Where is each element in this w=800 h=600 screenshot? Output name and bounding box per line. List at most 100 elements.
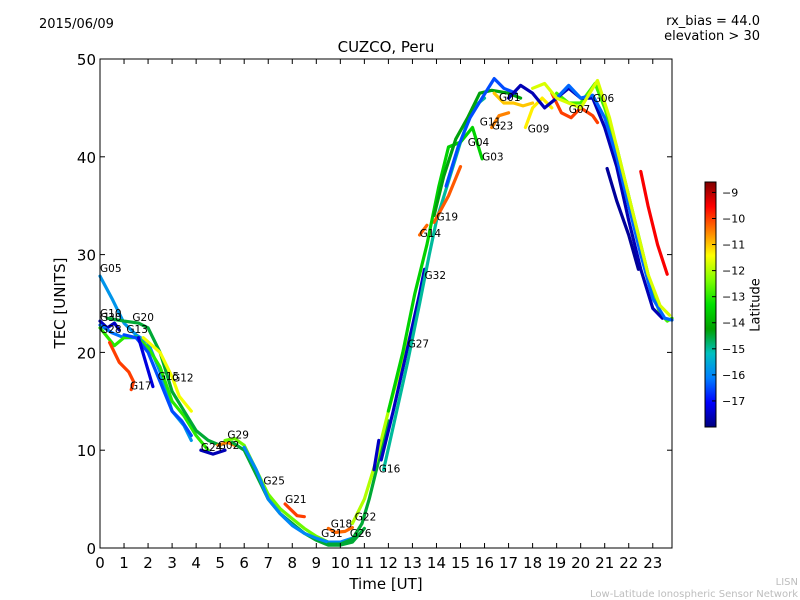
y-tick-label: 50 <box>77 51 96 69</box>
prn-label-G03: G03 <box>482 152 504 164</box>
series-G32 <box>382 96 487 472</box>
series-G12 <box>141 336 193 413</box>
colorbar-tick-label: −17 <box>722 395 745 408</box>
series-layer <box>98 77 674 547</box>
prn-label-G01: G01 <box>499 92 521 104</box>
x-axis-label: Time [UT] <box>349 575 423 593</box>
prn-label-G16: G16 <box>379 464 401 476</box>
x-tick-label: 13 <box>403 554 422 572</box>
x-ticks: 0 1 2 3 4 5 6 7 8 9 10 11 12 13 14 15 16 17 18 19 20 21 22 23 <box>95 59 662 572</box>
x-tick-label: 15 <box>451 554 470 572</box>
series-G01 <box>492 91 535 108</box>
series-G17 <box>108 341 136 392</box>
series-G22 <box>350 326 414 526</box>
x-tick-label: 12 <box>379 554 398 572</box>
series-G13 <box>122 333 193 438</box>
series-G35 <box>531 78 672 317</box>
x-tick-label: 8 <box>287 554 297 572</box>
series-G28 <box>98 326 210 452</box>
colorbar-ticks: −9 −10 −11 −12 −13 −14 −15 −16 −17 <box>712 186 745 408</box>
prn-label-G02: G02 <box>218 440 240 452</box>
x-tick-label: 11 <box>355 554 374 572</box>
x-tick-label: 22 <box>619 554 638 572</box>
series-G21 <box>283 502 306 519</box>
prn-label-G30: G30 <box>100 312 122 324</box>
rx-bias-label: rx_bias = 44.0 <box>666 14 760 29</box>
colorbar-tick-label: −13 <box>722 291 745 304</box>
colorbar-tick-label: −10 <box>722 212 745 225</box>
prn-label-G14: G14 <box>420 228 442 240</box>
series-G37 <box>605 166 640 271</box>
prn-label-G09: G09 <box>528 123 550 135</box>
x-tick-label: 5 <box>215 554 225 572</box>
prn-labels: G05G10G30G28G20G13G17G15G12G24G02G29G25G… <box>100 92 615 540</box>
y-tick-label: 10 <box>77 442 96 460</box>
series-G02 <box>216 440 237 447</box>
x-tick-label: 9 <box>312 554 322 572</box>
x-tick-label: 18 <box>523 554 542 572</box>
x-tick-label: 1 <box>119 554 129 572</box>
colorbar-tick-label: −11 <box>722 239 745 252</box>
prn-label-G29: G29 <box>227 430 249 442</box>
prn-label-G05: G05 <box>100 263 122 275</box>
y-tick-label: 20 <box>77 344 96 362</box>
series-G06 <box>555 81 674 323</box>
series-G07 <box>550 91 600 125</box>
credit-long: Low-Latitude Ionospheric Sensor Network <box>590 589 798 600</box>
x-tick-label: 20 <box>571 554 590 572</box>
prn-label-G18: G18 <box>331 519 353 531</box>
colorbar-tick-label: −15 <box>722 343 745 356</box>
colorbar-tick-label: −12 <box>722 265 745 278</box>
chart-title: CUZCO, Peru <box>337 38 435 56</box>
prn-label-G32: G32 <box>425 270 447 282</box>
prn-label-G11: G11 <box>480 117 502 129</box>
y-tick-label: 0 <box>86 540 96 558</box>
series-G18 <box>326 525 354 534</box>
series-G15 <box>136 336 155 389</box>
x-tick-label: 3 <box>167 554 177 572</box>
prn-label-G13: G13 <box>126 324 147 336</box>
x-tick-label: 21 <box>595 554 614 572</box>
x-tick-label: 23 <box>643 554 662 572</box>
prn-label-G23: G23 <box>492 120 514 132</box>
x-tick-label: 2 <box>143 554 153 572</box>
x-tick-label: 17 <box>499 554 518 572</box>
elevation-label: elevation > 30 <box>664 29 760 44</box>
series-G08 <box>507 83 664 320</box>
series-G24 <box>199 448 227 456</box>
series-G34 <box>555 83 674 322</box>
prn-label-G10: G10 <box>100 308 122 320</box>
credit-short: LISN <box>775 577 798 588</box>
colorbar-tick-label: −14 <box>722 317 745 330</box>
series-G11 <box>444 77 518 188</box>
prn-label-G27: G27 <box>408 339 430 351</box>
y-ticks: 0 10 20 30 40 50 <box>77 51 672 558</box>
series-G03 <box>386 125 484 413</box>
y-tick-label: 30 <box>77 247 96 265</box>
prn-label-G24: G24 <box>201 442 223 454</box>
colorbar <box>704 181 717 428</box>
prn-label-G31: G31 <box>321 528 343 540</box>
prn-label-G25: G25 <box>263 475 285 487</box>
prn-label-G12: G12 <box>172 373 194 385</box>
x-tick-label: 16 <box>475 554 494 572</box>
colorbar-tick-label: −16 <box>722 369 745 382</box>
y-tick-label: 40 <box>77 149 96 167</box>
prn-label-G06: G06 <box>593 93 615 105</box>
prn-label-G04: G04 <box>468 137 490 149</box>
series-G27 <box>379 267 427 462</box>
x-tick-label: 10 <box>331 554 350 572</box>
prn-label-G20: G20 <box>132 312 154 324</box>
prn-label-G07: G07 <box>569 104 591 116</box>
x-tick-label: 6 <box>239 554 249 572</box>
series-G19 <box>432 165 463 224</box>
series-G16 <box>372 438 381 472</box>
x-tick-label: 7 <box>263 554 273 572</box>
x-tick-label: 4 <box>191 554 201 572</box>
prn-label-G28: G28 <box>100 324 122 336</box>
series-G09 <box>523 96 554 130</box>
series-G14 <box>418 223 429 237</box>
series-G31 <box>242 445 354 544</box>
date-label: 2015/06/09 <box>39 17 114 32</box>
